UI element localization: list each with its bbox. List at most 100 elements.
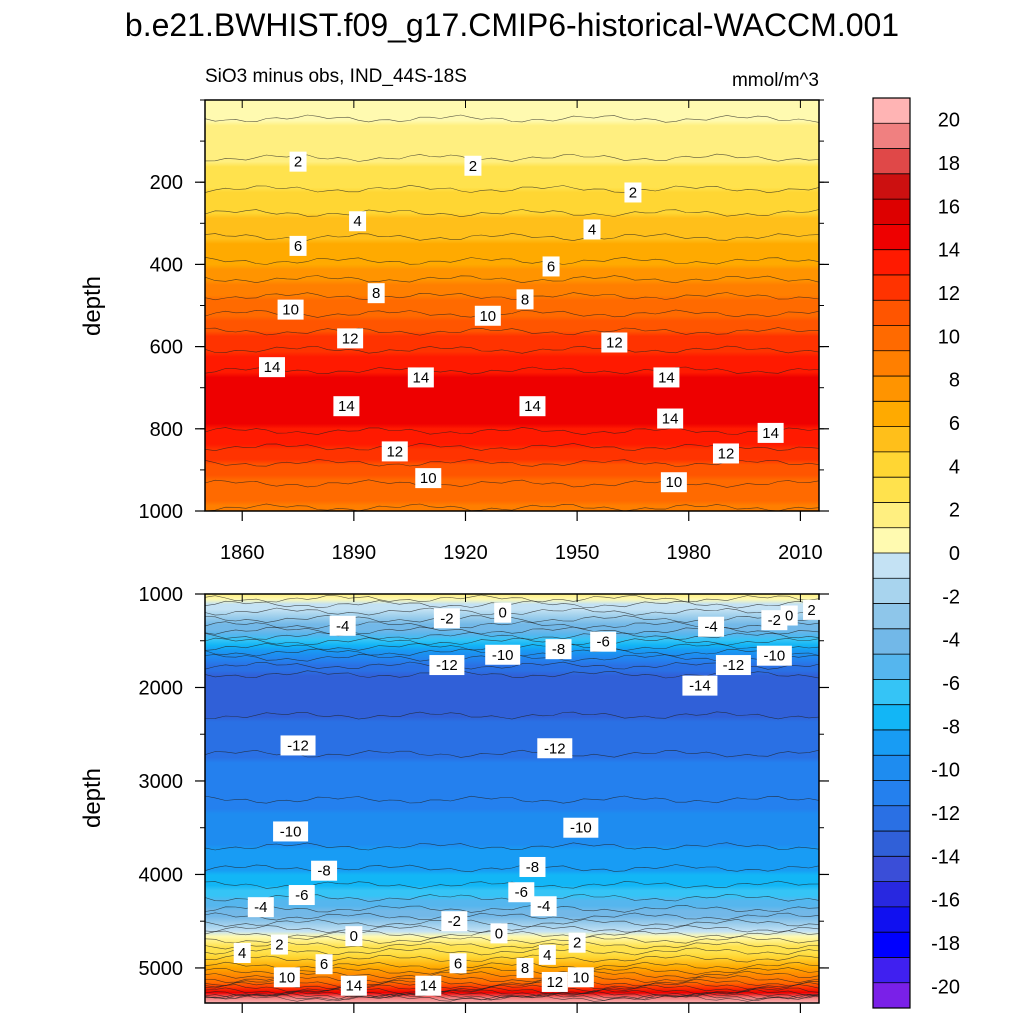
colorbar-label: -6: [942, 673, 960, 695]
contour-label-text: 2: [807, 602, 815, 619]
contour-label-box: [289, 151, 307, 172]
contour-label-text: -12: [436, 657, 458, 674]
contour-label-box: [367, 283, 385, 304]
colorbar-swatch: [873, 729, 910, 756]
contour-label-box: [349, 211, 367, 232]
contour-label: 0: [780, 605, 798, 626]
colorbar-swatch: [873, 679, 910, 705]
contour-line: [204, 594, 820, 603]
contour-label-text: 2: [294, 154, 302, 171]
contour-label: -6: [508, 882, 535, 903]
contour-line: [204, 327, 820, 336]
contour-label-text: 2: [573, 935, 581, 952]
contour-label: -2: [433, 608, 460, 629]
contour-label-text: 2: [629, 184, 637, 201]
contour-label-box: [415, 975, 442, 996]
contour-line: [204, 941, 820, 950]
contour-label-box: [337, 328, 364, 349]
contour-label: -6: [288, 885, 315, 906]
contour-label-box: [474, 305, 501, 326]
contour-label-box: [519, 856, 546, 877]
contour-label-box: [289, 235, 307, 256]
contour-label-box: [315, 954, 333, 975]
x-tick-label: 1860: [220, 542, 265, 564]
contour-label: 2: [624, 182, 642, 203]
contour-label-text: 10: [279, 969, 296, 986]
contour-label-box: [441, 911, 468, 932]
contour-label-text: 14: [346, 978, 363, 995]
contour-label: 0: [345, 926, 363, 947]
x-tick-label: 1920: [443, 542, 488, 564]
contour-line: [204, 637, 820, 646]
colorbar-label: 4: [949, 456, 960, 478]
contour-line: [204, 993, 820, 1002]
contour-label: -12: [280, 735, 316, 756]
contour-label-box: [516, 289, 534, 310]
contour-line: [204, 918, 820, 928]
colorbar-swatch: [873, 426, 910, 453]
contour-label-box: [429, 655, 465, 676]
contour-label-text: 14: [338, 398, 355, 415]
contour-label: 4: [538, 944, 556, 965]
colorbar-swatch: [873, 123, 910, 149]
colorbar-label: -14: [931, 846, 960, 868]
contour-label-text: 10: [282, 302, 299, 319]
contour-label-text: -8: [526, 859, 539, 876]
colorbar-swatch: [873, 704, 910, 731]
colorbar-label: 12: [938, 283, 960, 305]
colorbar-swatch: [873, 982, 910, 1009]
contour-label-text: 4: [588, 221, 596, 238]
contour-label: 2: [270, 934, 288, 955]
contour-label: 14: [407, 367, 434, 388]
contour-label-text: 14: [662, 411, 679, 428]
x-tick-label: 1950: [555, 542, 600, 564]
units-label: mmol/m^3: [732, 70, 819, 91]
contour-label-text: -12: [723, 657, 745, 674]
contour-label-text: 8: [521, 291, 529, 308]
contour-line: [204, 711, 820, 720]
colorbar: 20181614121086420-2-4-6-8-10-12-14-16-18…: [872, 97, 960, 1009]
contour-label-box: [756, 645, 792, 666]
colorbar-label: 18: [938, 153, 960, 175]
contour-label-box: [494, 602, 512, 623]
contour-label: 14: [757, 422, 784, 443]
contour-label-text: 6: [547, 258, 555, 275]
contour-label-box: [345, 926, 363, 947]
contour-label: -12: [429, 655, 465, 676]
contour-line: [204, 366, 820, 375]
lower-ylabel: depth: [79, 768, 106, 828]
contour-line: [204, 930, 820, 939]
x-tick-label: 1890: [332, 542, 377, 564]
y-tick-label: 3000: [139, 771, 184, 793]
contour-label-text: 14: [762, 425, 779, 442]
contour-label-text: 12: [546, 974, 563, 991]
lower-frame: [204, 593, 820, 1004]
contour-label-box: [270, 934, 288, 955]
colorbar-swatch: [873, 224, 910, 250]
contour-label-text: 14: [264, 359, 281, 376]
contour-label: 12: [381, 441, 408, 462]
contour-line: [204, 292, 820, 301]
colorbar-swatch: [873, 906, 910, 933]
x-tick-label: 1980: [667, 542, 712, 564]
contour-label-box: [590, 631, 617, 652]
contour-label-text: -4: [336, 618, 349, 635]
contour-label: 6: [449, 953, 467, 974]
contour-label-text: 8: [372, 285, 380, 302]
contour-label-text: 10: [479, 308, 496, 325]
contour-label: 2: [289, 151, 307, 172]
contour-label-text: 4: [353, 213, 361, 230]
colorbar-swatch: [873, 755, 910, 781]
contour-label: 10: [273, 967, 300, 988]
contour-label-text: 12: [386, 443, 403, 460]
contour-label-box: [542, 256, 560, 277]
contour-label: 14: [653, 367, 680, 388]
colorbar-label: 20: [938, 110, 960, 132]
contour-label-text: -10: [764, 648, 786, 665]
contour-label: 14: [258, 357, 285, 378]
contour-label-box: [568, 932, 586, 953]
colorbar-frame: [872, 97, 911, 1009]
contour-label-box: [537, 738, 573, 759]
contour-label-box: [340, 975, 367, 996]
contour-label: 8: [516, 289, 534, 310]
